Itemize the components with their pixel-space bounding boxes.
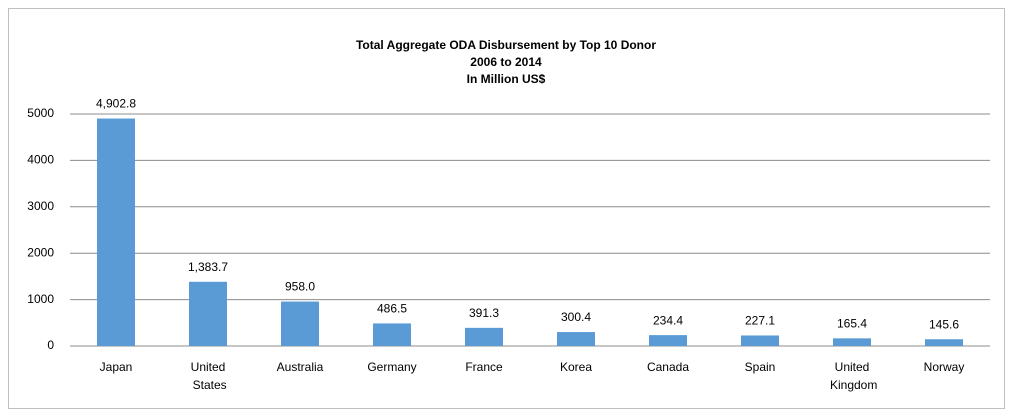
chart-subtitle: In Million US$ <box>467 72 546 86</box>
data-label: 234.4 <box>653 313 683 327</box>
bar <box>189 281 227 346</box>
data-label: 227.1 <box>745 314 775 328</box>
bar <box>649 335 687 346</box>
x-tick-label: Canada <box>647 360 689 374</box>
bar <box>557 332 595 346</box>
x-tick-label: Japan <box>100 360 133 374</box>
bar <box>833 338 871 346</box>
chart-subtitle: 2006 to 2014 <box>470 55 542 69</box>
y-tick-label: 3000 <box>27 199 54 213</box>
bar <box>281 301 319 346</box>
x-tick-label: Australia <box>277 360 324 374</box>
data-label: 300.4 <box>561 310 591 324</box>
bar <box>373 323 411 346</box>
bar <box>97 118 135 347</box>
data-label: 1,383.7 <box>188 260 228 274</box>
x-tick-label: France <box>465 360 503 374</box>
x-tick-label: United States <box>189 360 226 392</box>
y-tick-label: 4000 <box>27 153 54 167</box>
data-label: 4,902.8 <box>96 97 136 111</box>
bar <box>741 335 779 346</box>
data-label: 165.4 <box>837 316 867 330</box>
data-label: 486.5 <box>377 302 407 316</box>
data-label: 958.0 <box>285 280 315 294</box>
x-tick-label: United Kingdom <box>827 360 878 392</box>
y-tick-label: 0 <box>47 338 54 352</box>
y-tick-label: 2000 <box>27 245 54 259</box>
bar <box>465 327 503 346</box>
x-tick-label: Norway <box>924 360 965 374</box>
x-tick-label: Germany <box>367 360 416 374</box>
y-tick-label: 1000 <box>27 292 54 306</box>
data-label: 145.6 <box>929 317 959 331</box>
bar <box>925 339 963 346</box>
chart-title: Total Aggregate ODA Disbursement by Top … <box>356 38 656 52</box>
x-tick-label: Spain <box>745 360 776 374</box>
x-tick-label: Korea <box>560 360 592 374</box>
y-tick-label: 5000 <box>27 106 54 120</box>
data-label: 391.3 <box>469 306 499 320</box>
